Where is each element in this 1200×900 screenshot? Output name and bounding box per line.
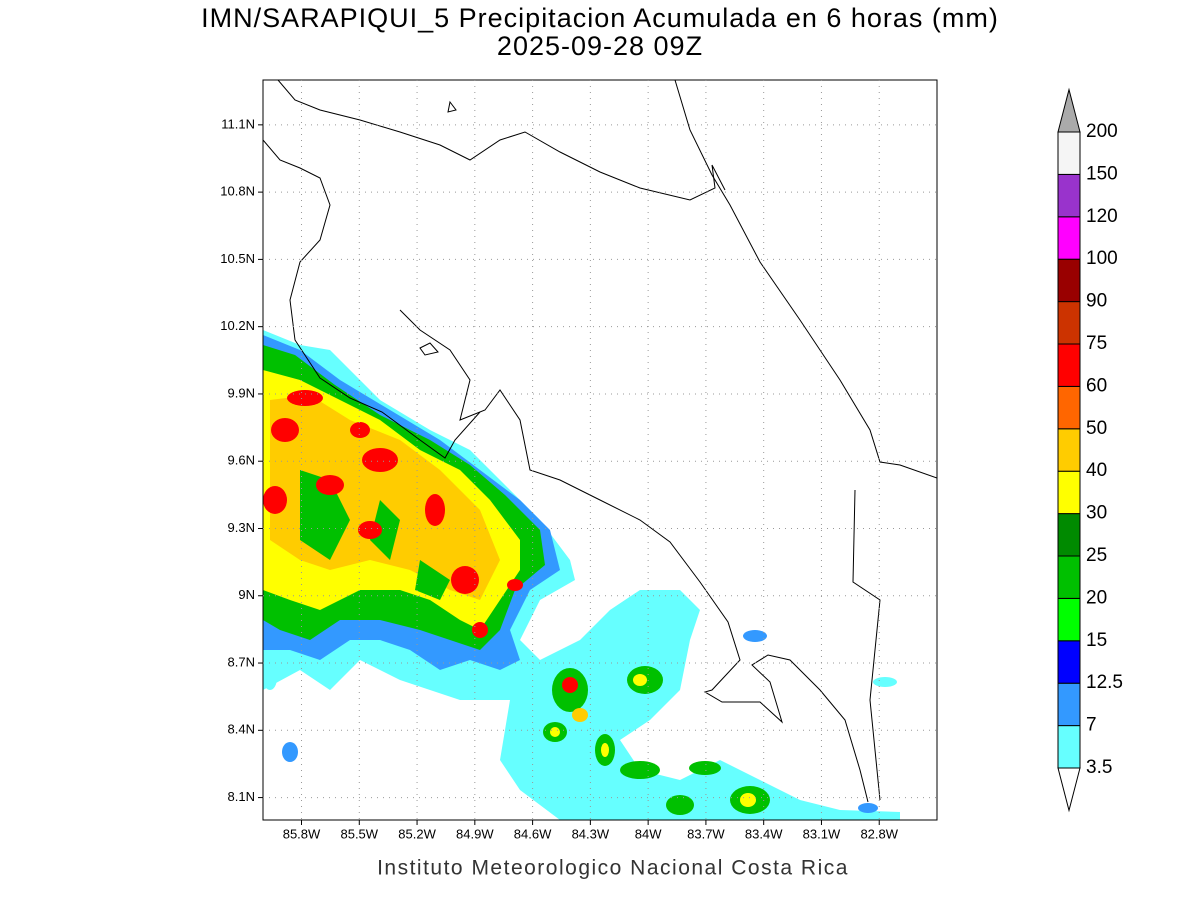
colorbar-label: 3.5 — [1086, 757, 1112, 778]
colorbar-label: 12.5 — [1086, 672, 1123, 693]
lat-tick-label: 10.2N — [220, 318, 255, 333]
coastlines — [263, 80, 937, 803]
subtitle: 2025-09-28 09Z — [497, 31, 703, 61]
colorbar-box — [1057, 470, 1081, 515]
lon-tick-label: 82.8W — [860, 826, 898, 841]
colorbar-box — [1057, 682, 1081, 727]
colorbar-label: 30 — [1086, 503, 1107, 524]
lon-tick-label: 84.9W — [456, 826, 494, 841]
lon-tick-label: 85.8W — [283, 826, 321, 841]
colorbar-label: 20 — [1086, 587, 1107, 608]
lat-tick-label: 9.3N — [228, 520, 255, 535]
lat-tick-label: 8.4N — [228, 722, 255, 737]
colorbar-over — [1057, 87, 1081, 133]
colorbar-box — [1057, 597, 1081, 642]
colorbar-box — [1057, 725, 1081, 769]
colorbar-under — [1057, 767, 1081, 813]
lat-tick-label: 9N — [238, 587, 255, 602]
colorbar-box — [1057, 385, 1081, 430]
lon-tick-label: 83.7W — [687, 826, 725, 841]
colorbar-label: 90 — [1086, 291, 1107, 312]
title: IMN/SARAPIQUI_5 Precipitacion Acumulada … — [201, 3, 999, 33]
colorbar-label: 15 — [1086, 630, 1107, 651]
lat-tick-label: 11.1N — [221, 116, 255, 131]
colorbar-box — [1057, 258, 1081, 303]
footer: Instituto Meteorologico Nacional Costa R… — [377, 857, 849, 880]
lat-tick-label: 10.8N — [220, 184, 255, 199]
lat-tick-label: 9.9N — [228, 385, 255, 400]
colorbar-label: 200 — [1086, 121, 1118, 142]
lon-tick-label: 83.4W — [745, 826, 783, 841]
lon-tick-label: 85.5W — [340, 826, 378, 841]
colorbar-box — [1057, 216, 1081, 260]
lon-tick-label: 84.6W — [514, 826, 552, 841]
colorbar-box — [1057, 131, 1081, 175]
colorbar-box — [1057, 513, 1081, 557]
colorbar-box — [1057, 640, 1081, 684]
precipitation-field — [263, 330, 900, 820]
colorbar-label: 120 — [1086, 206, 1118, 227]
lat-tick-label: 8.7N — [228, 654, 255, 669]
colorbar-box — [1057, 301, 1081, 345]
colorbar-label: 7 — [1086, 715, 1097, 736]
colorbar-box — [1057, 555, 1081, 599]
lat-tick-label: 8.1N — [228, 789, 255, 804]
lon-tick-label: 83.1W — [803, 826, 841, 841]
colorbar-label: 150 — [1086, 163, 1118, 184]
lon-tick-label: 84W — [635, 826, 662, 841]
colorbar-label: 75 — [1086, 333, 1107, 354]
lon-tick-label: 84.3W — [572, 826, 610, 841]
colorbar-label: 100 — [1086, 248, 1118, 269]
colorbar-label: 50 — [1086, 418, 1107, 439]
colorbar-box — [1057, 343, 1081, 387]
map-frame — [262, 79, 938, 821]
colorbar-box — [1057, 173, 1081, 218]
lon-tick-label: 85.2W — [398, 826, 436, 841]
colorbar-label: 60 — [1086, 375, 1107, 396]
colorbar-box — [1057, 428, 1081, 472]
colorbar-label: 25 — [1086, 545, 1107, 566]
colorbar-label: 40 — [1086, 460, 1107, 481]
lat-tick-label: 10.5N — [220, 251, 255, 266]
lat-tick-label: 9.6N — [228, 453, 255, 468]
